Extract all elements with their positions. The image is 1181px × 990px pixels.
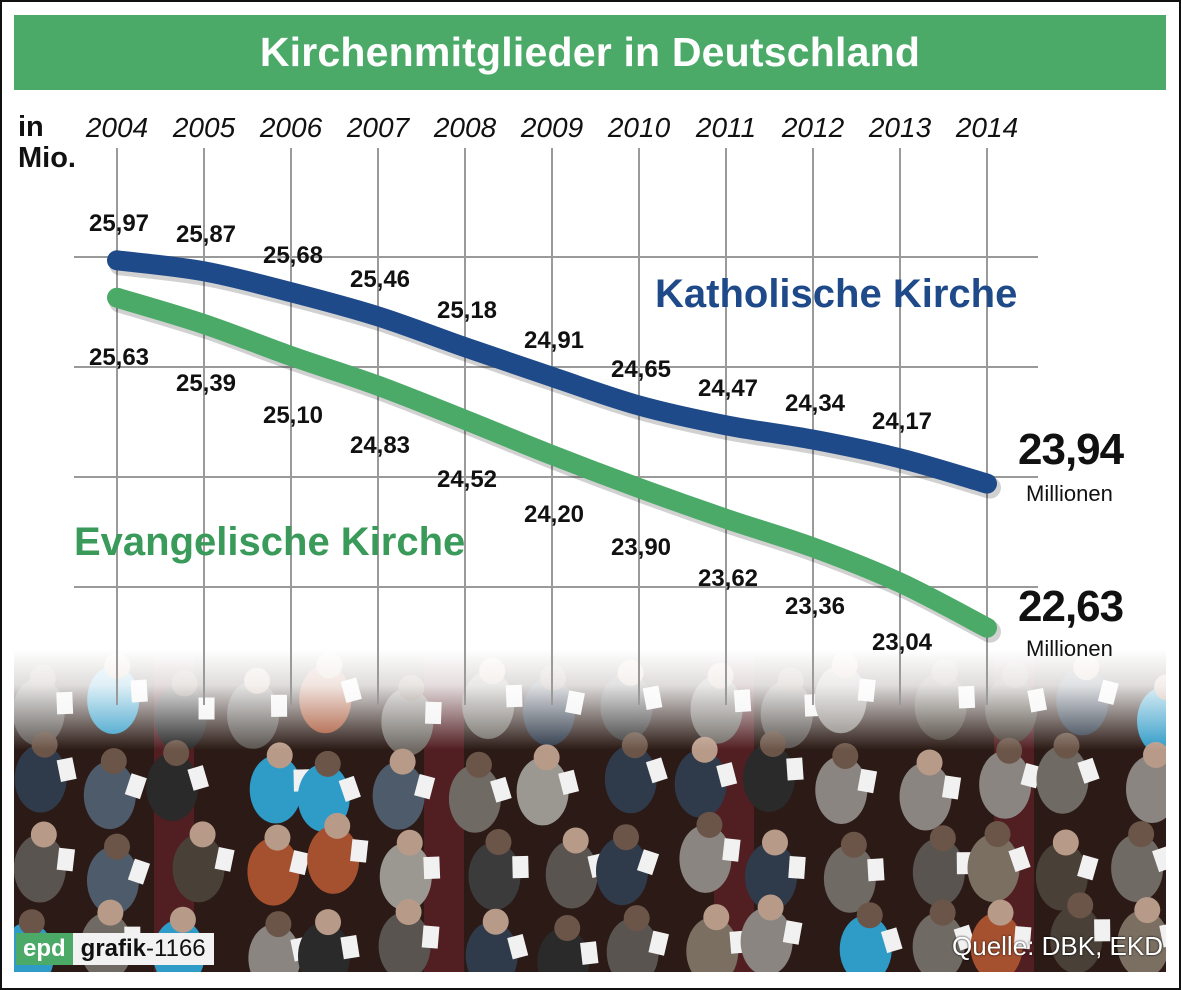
label-catholic-2005: 25,87 [175,221,237,249]
label-catholic-2007: 25,46 [349,266,411,294]
label-protestant-2006: 25,10 [262,402,324,429]
x-tick-2013: 2013 [868,112,932,143]
x-tick-2009: 2009 [520,112,584,143]
x-tick-2005: 2005 [172,112,236,143]
end-value-catholic: 23,94 [1018,425,1124,474]
x-tick-2012: 2012 [781,112,845,143]
label-catholic-2013: 24,17 [871,408,933,436]
x-tick-2007: 2007 [346,112,410,143]
legend-protestant: Evangelische Kirche [74,520,466,564]
x-tick-2014: 2014 [955,112,1019,143]
line-protestant [107,287,997,638]
end-unit-catholic: Millionen [1026,481,1113,506]
label-protestant-2012: 23,36 [784,593,846,621]
label-catholic-2012: 24,34 [784,389,846,417]
label-protestant-2013: 23,04 [871,628,933,656]
x-tick-2008: 2008 [433,112,497,143]
legend-catholic: Katholische Kirche [655,272,1018,316]
label-protestant-2005: 25,39 [175,370,237,398]
label-catholic-2011: 24,47 [697,375,759,403]
epd-logo: epd [16,933,73,965]
source-note: Quelle: DBK, EKD [952,931,1163,961]
x-tick-2011: 2011 [695,112,757,143]
x-tick-2010: 2010 [607,112,671,143]
label-catholic-2006: 25,68 [262,242,324,270]
gridlines [74,148,1038,705]
end-unit-protestant: Millionen [1026,636,1113,661]
photo-fade [14,650,1166,750]
label-catholic-2008: 25,18 [436,297,498,325]
graphic-id: grafik-1166 [72,933,214,965]
x-tick-2004: 2004 [85,112,149,143]
x-tick-2006: 2006 [259,112,323,143]
label-catholic-2009: 24,91 [523,326,585,354]
congregation-photo [14,650,1166,972]
end-value-protestant: 22,63 [1018,582,1124,631]
title-bar: Kirchenmitglieder in Deutschland [14,15,1166,90]
label-protestant-2004: 25,63 [88,343,150,371]
label-protestant-2011: 23,62 [697,564,759,592]
epd-grafik-badge: epd grafik-1166 [16,933,214,965]
label-catholic-2004: 25,97 [88,210,150,238]
label-protestant-2007: 24,83 [349,431,411,459]
y-unit-label: in Mio. [18,111,76,174]
label-catholic-2010: 24,65 [610,355,672,383]
label-protestant-2009: 24,20 [523,501,585,528]
label-protestant-2010: 23,90 [610,534,672,561]
data-lines [107,250,1001,643]
label-protestant-2008: 24,52 [436,465,498,493]
line-catholic [107,250,997,494]
chart-title: Kirchenmitglieder in Deutschland [259,29,921,75]
